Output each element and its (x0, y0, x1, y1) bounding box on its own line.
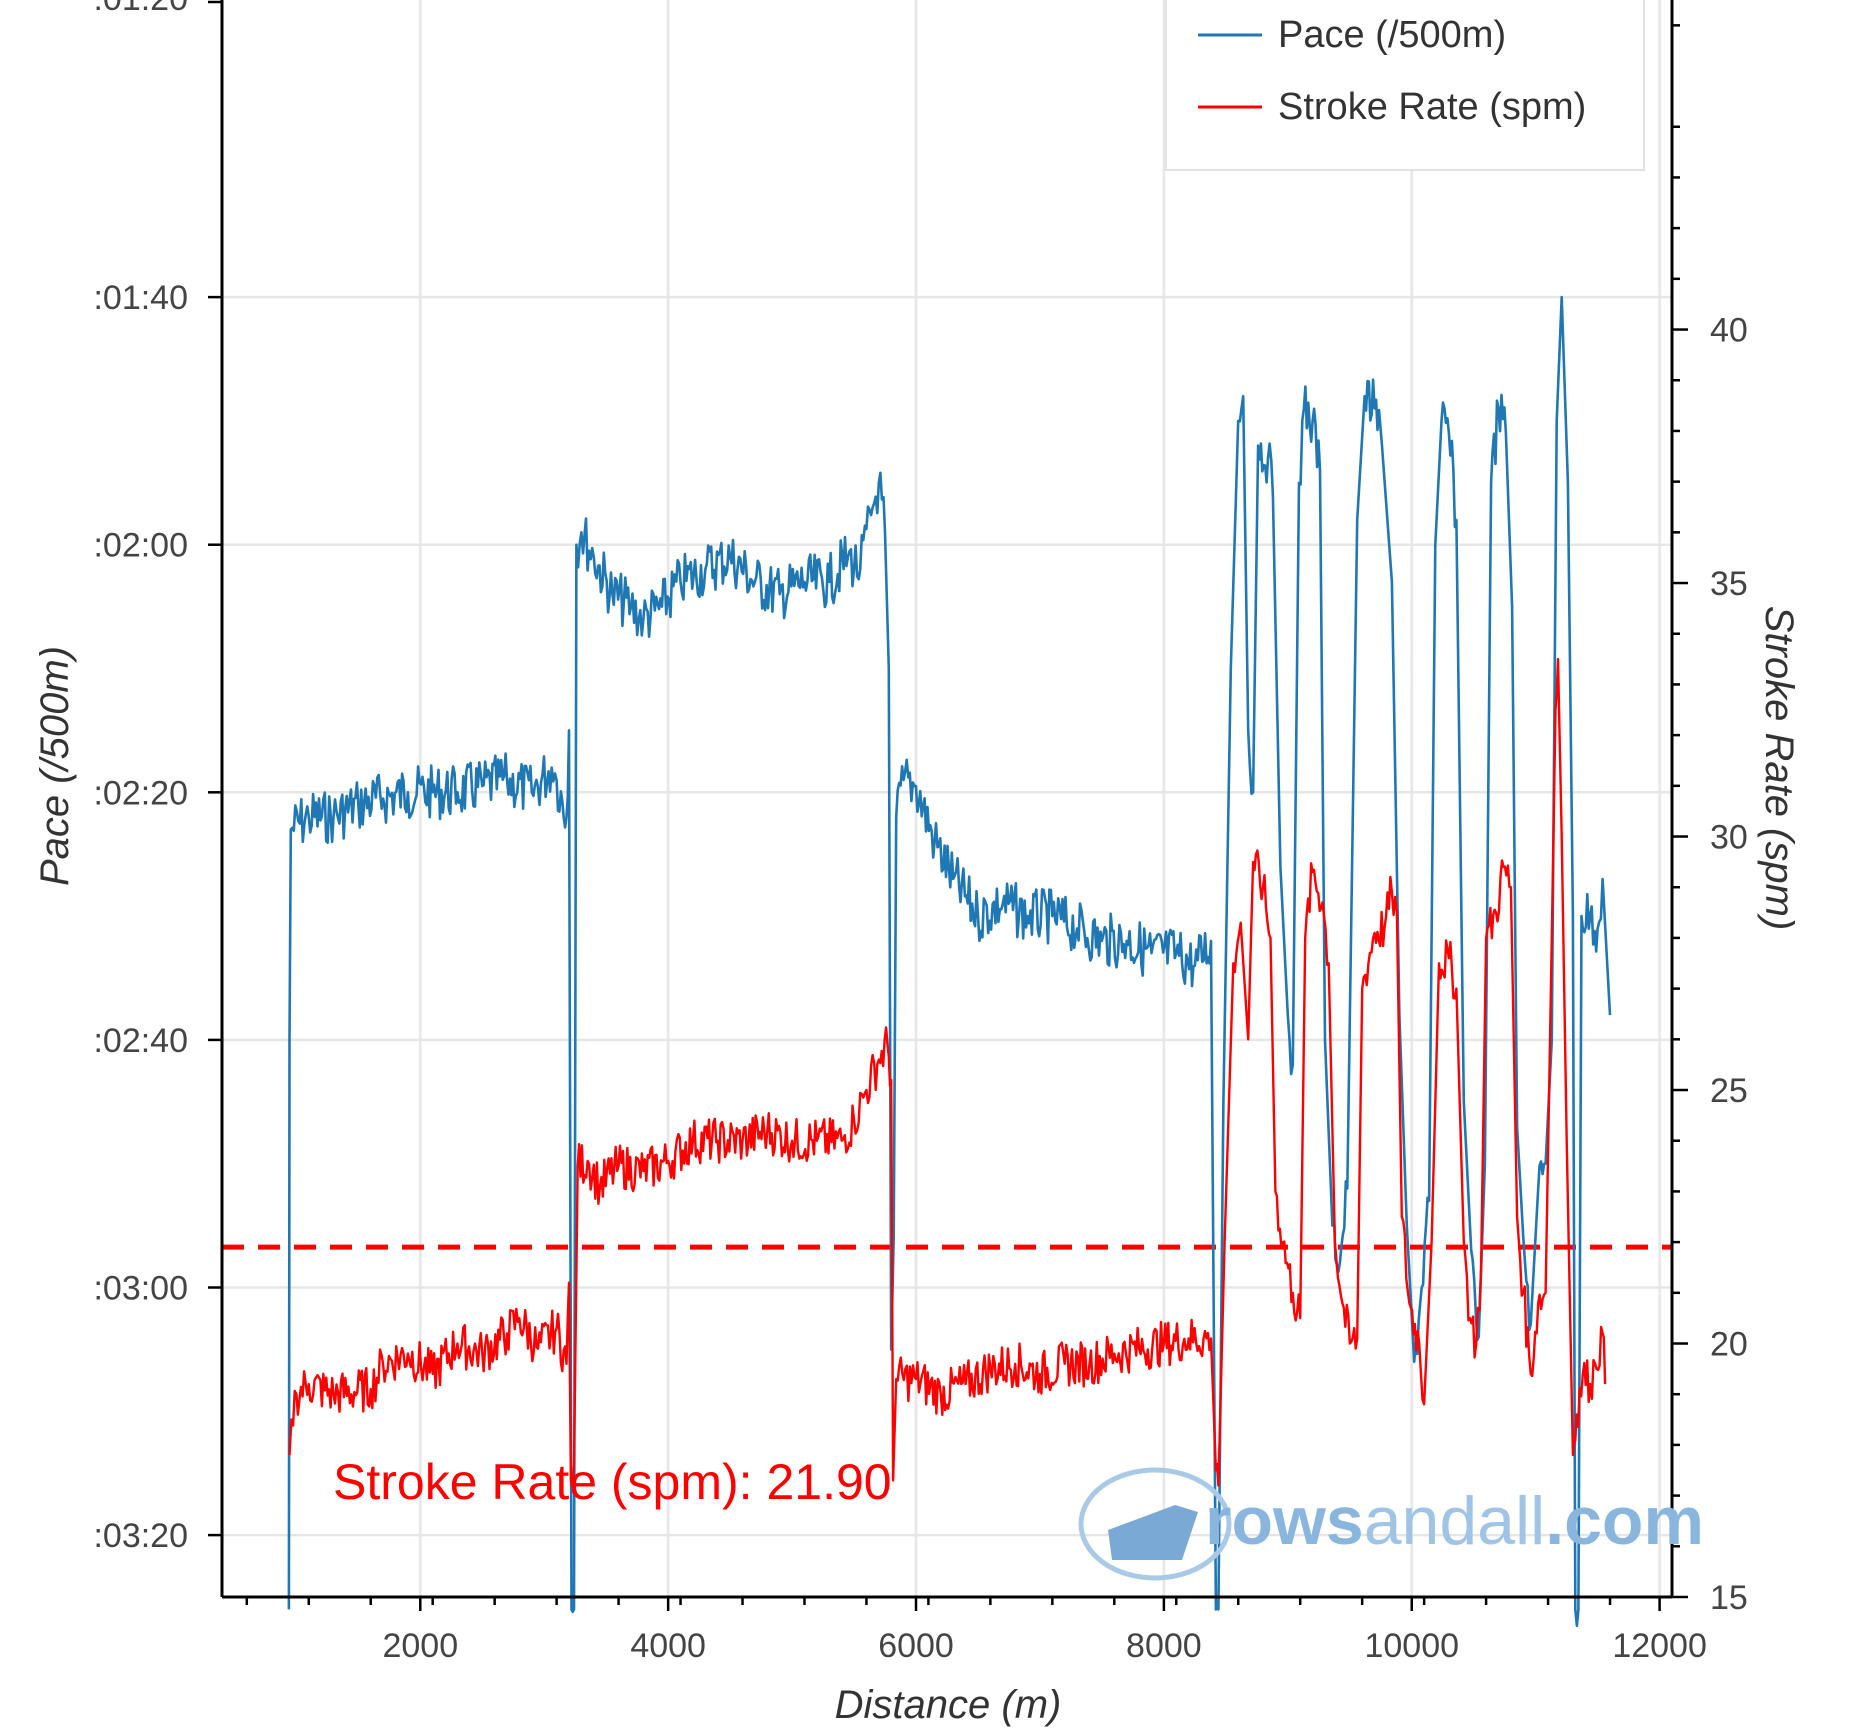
y-axis-label: Pace (/500m) (33, 646, 77, 886)
watermark-logo-ring-icon (1078, 1467, 1232, 1581)
axes (220, 0, 1674, 1599)
series-line-pace (287, 295, 1612, 1628)
y2-tick-label: 40 (1710, 312, 1748, 350)
y-tick-label-top-partial: :01:20 (93, 0, 188, 18)
y2-tick-label: 35 (1710, 565, 1748, 603)
legend-box (1165, 0, 1645, 171)
y-tick-label: :03:20 (93, 1517, 188, 1555)
x-tick-label: 8000 (1126, 1627, 1202, 1665)
y2-axis-label: Stroke Rate (spm) (1757, 606, 1801, 931)
series-layer (287, 295, 1612, 1628)
y2-tick-label: 15 (1710, 1579, 1748, 1617)
legend-label-spm: Stroke Rate (spm) (1278, 86, 1586, 128)
watermark-part-b: andall (1364, 1483, 1546, 1559)
y-tick-label: :02:00 (93, 527, 188, 565)
y2-tick-label: 25 (1710, 1072, 1748, 1110)
x-tick-label: 4000 (630, 1627, 706, 1665)
rowsandall-watermark: rowsandall.com (1078, 1467, 1704, 1581)
ticks: 2000 4000 6000 8000 10000 12000 :01:40 :02:00 :0… (93, 0, 1747, 1665)
watermark-part-a: rows (1205, 1483, 1364, 1559)
reference-line-annotation: Stroke Rate (spm): 21.90 (333, 1454, 892, 1510)
y2-tick-label: 30 (1710, 819, 1748, 857)
x-axis-label: Distance (m) (835, 1683, 1062, 1727)
watermark-boat-icon (1108, 1505, 1198, 1560)
x-tick-label: 6000 (878, 1627, 954, 1665)
x-tick-label: 12000 (1612, 1627, 1707, 1665)
legend-label-pace: Pace (/500m) (1278, 14, 1506, 56)
x-tick-label: 2000 (382, 1627, 458, 1665)
y-tick-label: :03:00 (93, 1270, 188, 1308)
y-tick-label: :02:40 (93, 1022, 188, 1060)
series-line-stroke-rate (288, 657, 1607, 1489)
x-tick-label: 10000 (1364, 1627, 1459, 1665)
watermark-text: rowsandall.com (1205, 1483, 1704, 1559)
y-tick-label: :02:20 (93, 774, 188, 812)
legend: Pace (/500m) Stroke Rate (spm) (1165, 0, 1645, 171)
y-tick-label: :01:40 (93, 279, 188, 317)
y2-tick-label: 20 (1710, 1326, 1748, 1364)
watermark-part-c: .com (1545, 1483, 1704, 1559)
